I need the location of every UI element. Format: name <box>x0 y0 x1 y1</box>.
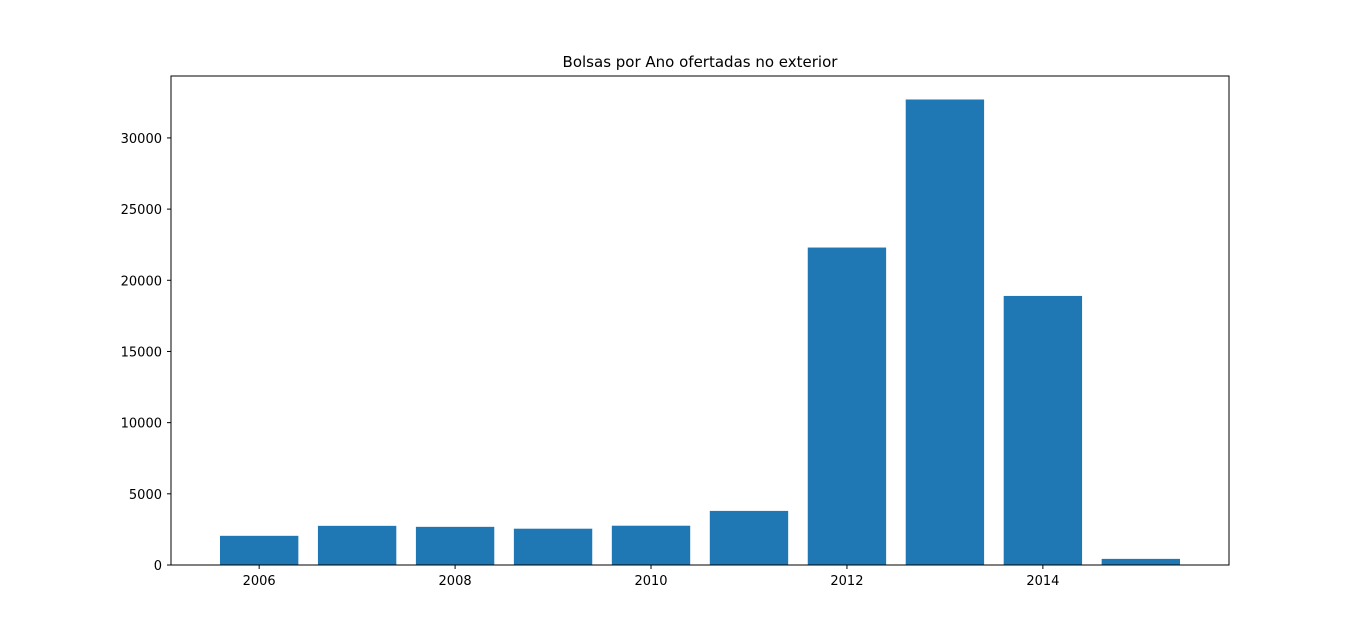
y-tick-label: 5000 <box>129 488 162 503</box>
bar-2010 <box>611 525 691 565</box>
x-tick-label: 2006 <box>243 574 276 589</box>
bar-2008 <box>415 526 495 565</box>
bar-2014 <box>1003 295 1083 565</box>
bars-layer <box>219 99 1181 566</box>
x-tick-label: 2014 <box>1026 574 1059 589</box>
y-tick-label: 25000 <box>121 203 162 218</box>
y-tick-label: 20000 <box>121 274 162 289</box>
y-axis: 0 5000 10000 15000 20000 25000 30000 <box>121 132 171 574</box>
chart-title: Bolsas por Ano ofertadas no exterior <box>563 53 839 71</box>
y-tick-label: 10000 <box>121 417 162 432</box>
x-tick-label: 2012 <box>830 574 863 589</box>
bar-2007 <box>317 525 397 565</box>
x-axis: 2006 2008 2010 2012 2014 <box>243 565 1059 589</box>
x-tick-label: 2010 <box>634 574 667 589</box>
bar-2009 <box>513 528 593 565</box>
bar-2013 <box>905 99 985 566</box>
x-tick-label: 2008 <box>439 574 472 589</box>
bar-2011 <box>709 510 789 565</box>
y-tick-label: 15000 <box>121 345 162 360</box>
bar-2006 <box>219 535 299 565</box>
bar-2015 <box>1101 558 1181 565</box>
plot-frame <box>170 75 1230 566</box>
y-tick-label: 0 <box>154 559 162 574</box>
y-tick-label: 30000 <box>121 132 162 147</box>
bar-2012 <box>807 247 887 566</box>
